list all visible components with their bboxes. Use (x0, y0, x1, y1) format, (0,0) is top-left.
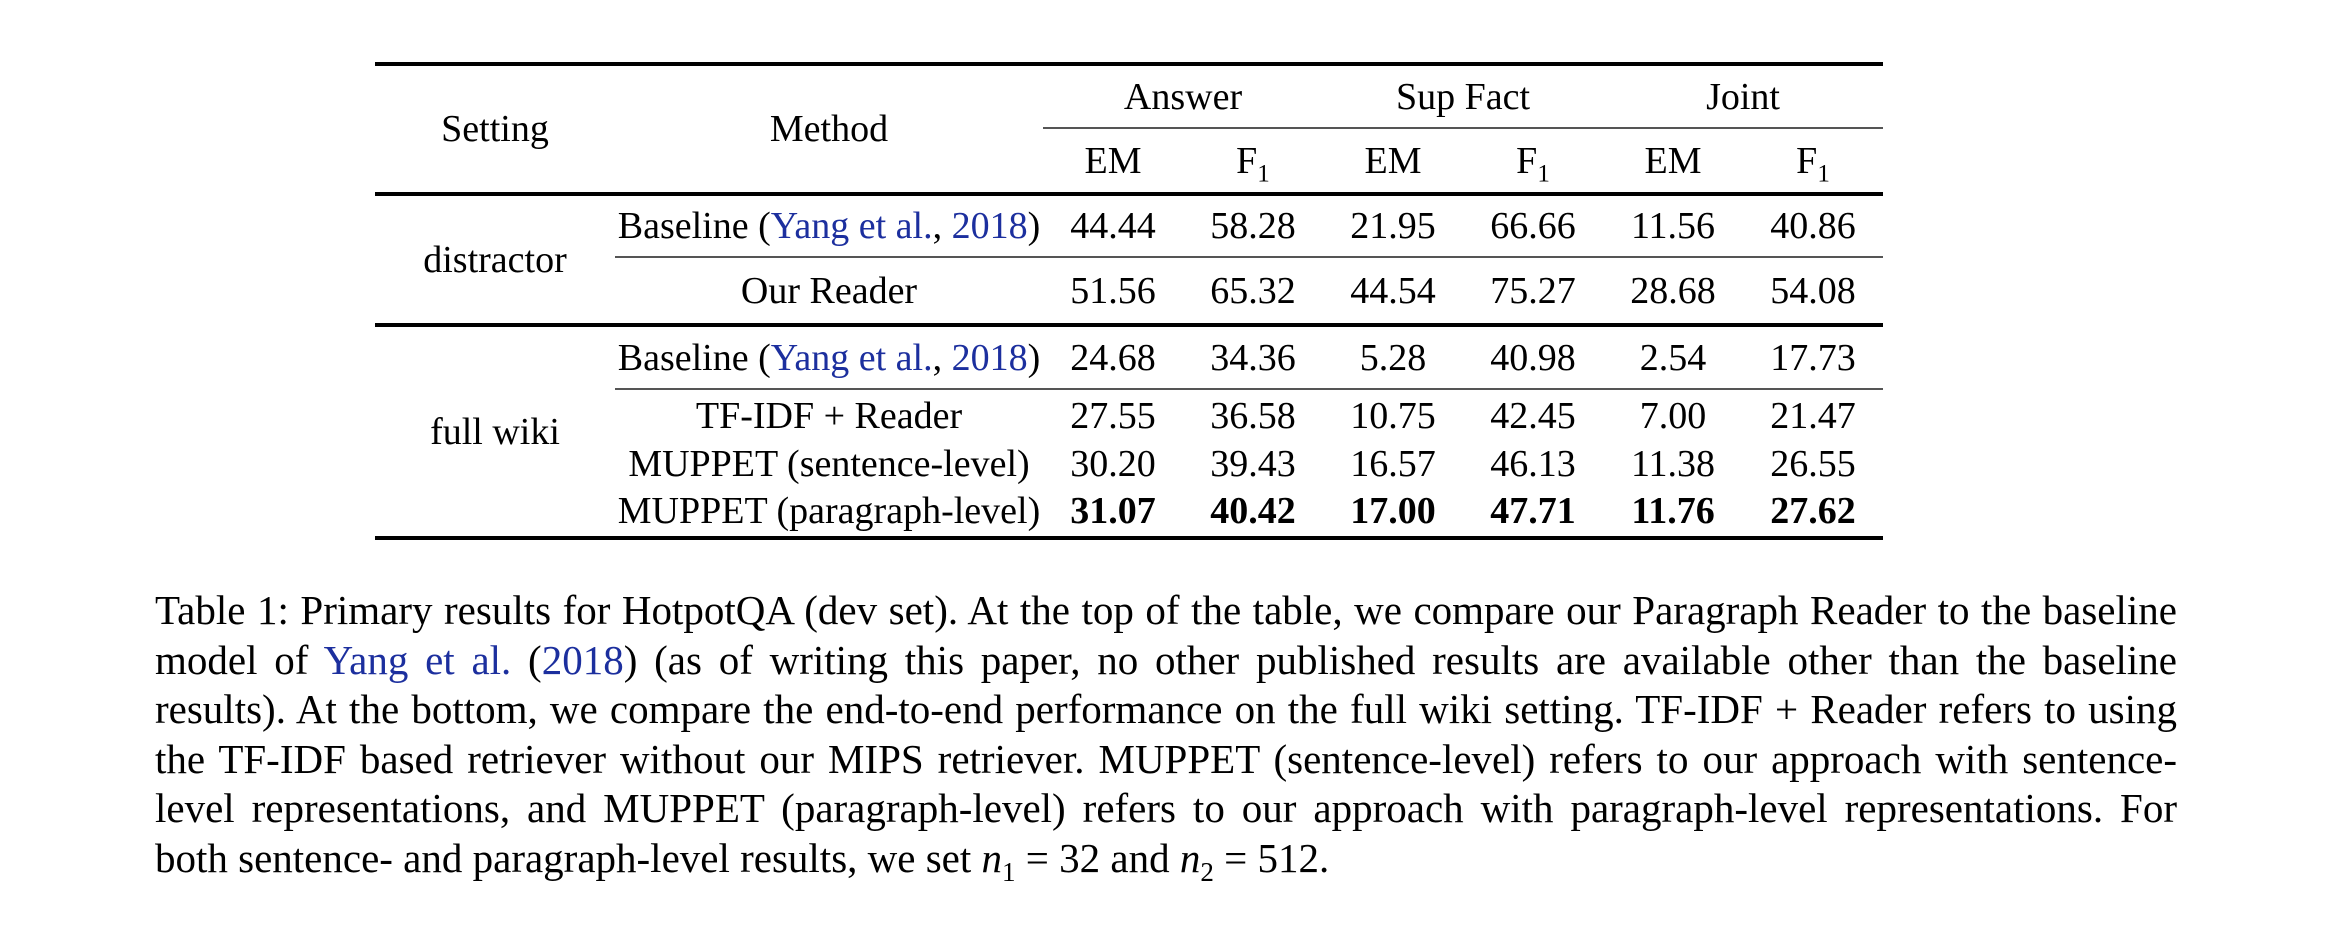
score-cell: 75.27 (1463, 257, 1604, 327)
score-cell: 58.28 (1183, 194, 1324, 258)
hotpotqa-results-table: Setting Method Answer Sup Fact Joint EM … (375, 62, 1884, 540)
score-cell: 11.56 (1603, 194, 1744, 258)
score-cell: 5.28 (1323, 325, 1464, 390)
score-cell: 7.00 (1639, 394, 1707, 437)
score-cell: 66.66 (1463, 194, 1604, 258)
citation-year-link[interactable]: 2018 (951, 205, 1028, 247)
score-cell: 27.62 (1770, 490, 1856, 532)
col-group-sup-fact: Sup Fact (1323, 64, 1604, 129)
table-caption: Table 1: Primary results for HotpotQA (d… (155, 586, 2178, 885)
score-cell: 17.73 (1743, 325, 1884, 390)
score-cell: 10.75 (1350, 394, 1436, 437)
score-cell: 42.45 (1490, 394, 1576, 437)
citation-link[interactable]: Yang et al. (770, 205, 933, 247)
score-cell: 21.47 (1770, 394, 1856, 437)
score-cell: 44.54 (1323, 257, 1464, 327)
math-var-n2: n (1179, 834, 1201, 881)
score-cell: 17.00 (1350, 490, 1436, 532)
caption-text: Table 1: Primary results for HotpotQA (d… (155, 587, 2177, 683)
setting-label-full-wiki: full wiki (430, 410, 560, 453)
caption-text: = 32 and (1015, 834, 1180, 881)
score-cell: 65.32 (1183, 257, 1324, 327)
score-cell: 54.08 (1743, 257, 1884, 327)
table-row: Our Reader 51.56 65.32 44.54 75.27 28.68… (375, 257, 1884, 327)
table-row: TF-IDF + Reader 27.55 36.58 10.75 42.45 … (375, 389, 1883, 441)
score-cell: 46.13 (1490, 442, 1576, 485)
method-cell-tfidf-reader: TF-IDF + Reader (695, 394, 963, 437)
score-cell: 39.43 (1210, 442, 1296, 485)
col-header-supfact-f1: F1 (1463, 128, 1604, 196)
table-header-row-groups: Setting Method Answer Sup Fact Joint (375, 64, 1884, 196)
score-cell: 27.55 (1070, 394, 1156, 437)
col-header-answer-em: EM (1043, 128, 1183, 196)
citation-link[interactable]: Yang et al. (770, 336, 933, 379)
score-cell: 40.86 (1743, 194, 1884, 258)
caption-text: = 512. (1213, 834, 1330, 881)
table-row: distractor Baseline (Yang et al., 2018) … (375, 194, 1884, 327)
score-cell: 28.68 (1603, 257, 1744, 327)
col-group-joint: Joint (1603, 64, 1884, 129)
score-cell: 40.98 (1463, 325, 1604, 390)
col-header-answer-f1: F1 (1183, 128, 1324, 196)
citation-year-link[interactable]: 2018 (951, 336, 1028, 379)
score-cell: 21.95 (1323, 194, 1464, 258)
score-cell: 30.20 (1070, 442, 1156, 485)
score-cell: 47.71 (1490, 490, 1576, 532)
table-row: MUPPET (paragraph-level) 31.07 40.42 17.… (375, 486, 1883, 538)
col-header-method: Method (615, 64, 1043, 196)
col-header-joint-f1: F1 (1743, 128, 1884, 196)
score-cell: 40.42 (1210, 490, 1296, 532)
table-row: full wiki Baseline (Yang et al., 2018) 2… (375, 325, 1884, 453)
math-sub-1: 1 (1002, 856, 1016, 887)
score-cell: 51.56 (1043, 257, 1183, 327)
score-cell: 24.68 (1043, 325, 1183, 390)
method-cell-our-reader: Our Reader (615, 257, 1043, 327)
score-cell: 31.07 (1070, 490, 1156, 532)
method-cell-baseline-fullwiki: Baseline (Yang et al., 2018) (615, 325, 1043, 390)
col-header-joint-em: EM (1603, 128, 1744, 196)
score-cell: 34.36 (1183, 325, 1324, 390)
score-cell: 11.38 (1630, 442, 1716, 485)
score-cell: 26.55 (1770, 442, 1856, 485)
citation-year-link-caption[interactable]: 2018 (541, 636, 624, 683)
score-cell: 11.76 (1631, 490, 1715, 532)
table-row: MUPPET (sentence-level) 30.20 39.43 16.5… (375, 441, 1883, 486)
method-cell-muppet-sentence: MUPPET (sentence-level) (628, 442, 1030, 485)
caption-text: ( (511, 636, 542, 683)
score-cell: 44.44 (1043, 194, 1183, 258)
score-cell: 36.58 (1210, 394, 1296, 437)
math-sub-2: 2 (1200, 856, 1214, 887)
math-var-n1: n (981, 834, 1003, 881)
setting-label-distractor: distractor (375, 194, 615, 327)
score-cell: 16.57 (1350, 442, 1436, 485)
results-table: Setting Method Answer Sup Fact Joint EM … (375, 62, 1884, 540)
method-cell-baseline-distractor: Baseline (Yang et al., 2018) (615, 194, 1043, 258)
col-header-setting: Setting (375, 64, 615, 196)
score-cell: 2.54 (1603, 325, 1744, 390)
method-cell-muppet-paragraph: MUPPET (paragraph-level) (617, 490, 1041, 532)
citation-link-caption[interactable]: Yang et al. (323, 636, 512, 683)
col-header-supfact-em: EM (1323, 128, 1464, 196)
col-group-answer: Answer (1043, 64, 1324, 129)
table-header-row-metrics: EM F1 EM F1 EM F1 (375, 128, 1884, 196)
caption-text: ) (as of writing this paper, no other pu… (155, 636, 2178, 881)
